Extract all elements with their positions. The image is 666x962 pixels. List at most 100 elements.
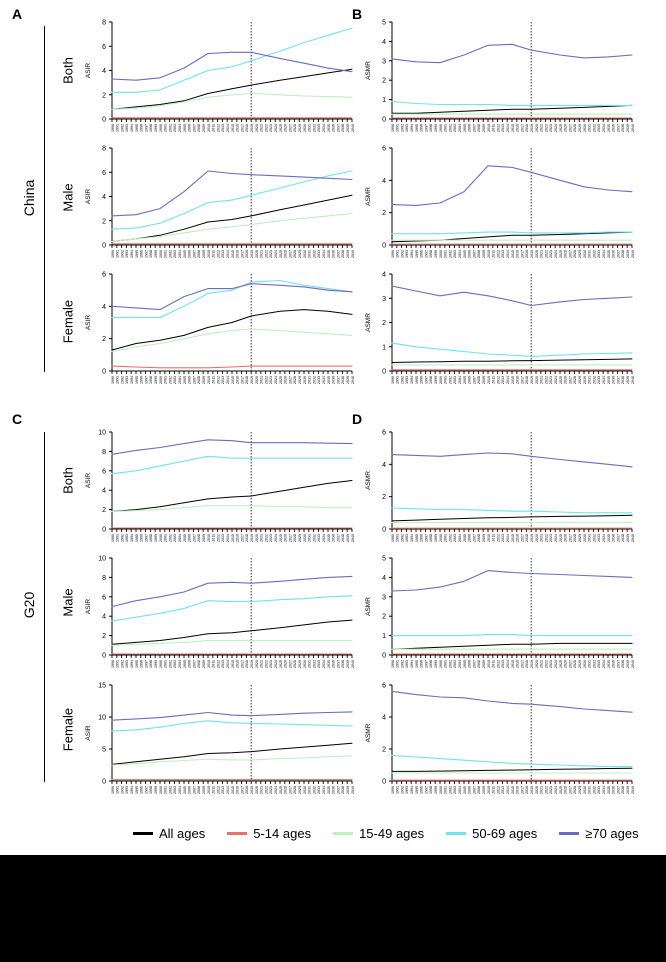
x-tick-label-d-g20-male: 2031 [588, 660, 592, 668]
x-tick-label-b-china-female: 2020 [535, 376, 539, 384]
x-tick-label-d-g20-male: 2026 [564, 660, 568, 668]
x-tick-label-b-china-both: 2021 [540, 124, 544, 132]
x-tick-label-b-china-male: 2008 [477, 250, 481, 258]
y-tick-label-a-china-both: 2 [102, 92, 106, 99]
x-tick-label-b-china-male: 2025 [559, 250, 563, 258]
series-line-all-ages-c-g20-male [111, 619, 353, 645]
x-tick-label-b-china-both: 2032 [592, 124, 596, 132]
y-tick-label-c-g20-male: 10 [98, 556, 106, 563]
y-tick-label-d-g20-male: 3 [382, 594, 386, 601]
x-tick-label-a-china-male: 1995 [135, 250, 139, 258]
x-tick-label-c-g20-female: 2000 [159, 786, 163, 794]
x-tick-label-d-g20-both: 2010 [487, 534, 491, 542]
x-tick-label-d-g20-both: 2000 [439, 534, 443, 542]
x-tick-label-a-china-female: 1994 [130, 376, 134, 384]
x-tick-label-a-china-female: 2031 [308, 376, 312, 384]
x-tick-label-d-g20-female: 2040 [631, 786, 635, 794]
x-tick-label-b-china-female: 2018 [525, 376, 529, 384]
x-tick-label-d-g20-both: 2035 [607, 534, 611, 542]
x-tick-label-a-china-male: 1994 [130, 250, 134, 258]
x-tick-label-c-g20-male: 1995 [135, 660, 139, 668]
x-tick-label-d-g20-both: 2016 [516, 534, 520, 542]
series-line-50-69-ages-d-g20-both [391, 507, 633, 514]
x-tick-label-b-china-both: 2006 [468, 124, 472, 132]
x-tick-label-a-china-both: 2010 [207, 124, 211, 132]
x-tick-label-c-g20-male: 2022 [264, 660, 268, 668]
y-tick-label-c-g20-female: 5 [102, 747, 106, 754]
x-tick-label-d-g20-female: 2039 [626, 786, 630, 794]
x-tick-label-a-china-male: 2016 [236, 250, 240, 258]
x-tick-label-a-china-both: 2023 [269, 124, 273, 132]
x-tick-label-d-g20-male: 2039 [626, 660, 630, 668]
x-tick-label-b-china-female: 1992 [400, 376, 404, 384]
x-tick-label-d-g20-female: 2019 [530, 786, 534, 794]
x-tick-label-d-g20-female: 2038 [621, 786, 625, 794]
x-tick-label-b-china-male: 2022 [544, 250, 548, 258]
x-tick-label-b-china-both: 2036 [612, 124, 616, 132]
x-tick-label-b-china-female: 2024 [554, 376, 558, 384]
x-tick-label-b-china-male: 1994 [410, 250, 414, 258]
x-tick-label-c-g20-both: 2017 [240, 534, 244, 542]
x-tick-label-a-china-male: 2031 [308, 250, 312, 258]
x-tick-label-a-china-both: 2030 [303, 124, 307, 132]
x-tick-label-c-g20-both: 2021 [260, 534, 264, 542]
y-tick-label-c-g20-female: 0 [102, 779, 106, 786]
x-tick-label-a-china-male: 2007 [192, 250, 196, 258]
x-tick-label-a-china-both: 1999 [154, 124, 158, 132]
x-tick-label-a-china-both: 2001 [164, 124, 168, 132]
y-axis-label-c-g20-both: ASIR [85, 473, 92, 488]
x-tick-label-d-g20-female: 2011 [492, 786, 496, 794]
x-tick-label-c-g20-male: 1990 [111, 660, 115, 668]
legend-swatch-5-14-ages [227, 831, 248, 835]
x-tick-label-a-china-male: 1999 [154, 250, 158, 258]
x-tick-label-d-g20-male: 2024 [554, 660, 558, 668]
x-tick-label-d-g20-female: 2006 [468, 786, 472, 794]
x-tick-label-d-g20-female: 2003 [453, 786, 457, 794]
x-tick-label-a-china-female: 2001 [164, 376, 168, 384]
y-axis-label-a-china-both: ASIR [85, 63, 92, 78]
y-tick-label-c-g20-female: 15 [98, 683, 106, 690]
x-tick-label-d-g20-female: 2021 [540, 786, 544, 794]
x-tick-label-a-china-female: 2017 [240, 376, 244, 384]
y-tick-label-d-g20-female: 0 [382, 779, 386, 786]
x-tick-label-c-g20-both: 1996 [140, 534, 144, 542]
x-tick-label-a-china-male: 2021 [260, 250, 264, 258]
x-tick-label-d-g20-male: 2038 [621, 660, 625, 668]
x-tick-label-b-china-male: 2028 [573, 250, 577, 258]
x-tick-label-d-g20-both: 2037 [616, 534, 620, 542]
x-tick-label-b-china-male: 2006 [468, 250, 472, 258]
x-tick-label-b-china-both: 2014 [506, 124, 510, 132]
x-tick-label-a-china-male: 1997 [144, 250, 148, 258]
y-tick-label-b-china-both: 1 [382, 97, 386, 104]
x-tick-label-a-china-female: 1997 [144, 376, 148, 384]
x-tick-label-a-china-male: 2002 [168, 250, 172, 258]
y-tick-label-b-china-both: 4 [382, 39, 386, 46]
x-tick-label-a-china-both: 2003 [173, 124, 177, 132]
x-tick-label-d-g20-both: 2013 [501, 534, 505, 542]
x-tick-label-d-g20-both: 2030 [583, 534, 587, 542]
x-tick-label-c-g20-male: 2010 [207, 660, 211, 668]
x-tick-label-c-g20-male: 2033 [317, 660, 321, 668]
x-tick-label-b-china-male: 2017 [520, 250, 524, 258]
x-tick-label-b-china-male: 1992 [400, 250, 404, 258]
series-line-50-69-ages-a-china-male [111, 170, 353, 230]
x-tick-label-d-g20-male: 2011 [492, 660, 496, 668]
x-tick-label-b-china-male: 2037 [616, 250, 620, 258]
x-tick-label-c-g20-male: 2002 [168, 660, 172, 668]
x-tick-label-d-g20-female: 1997 [424, 786, 428, 794]
x-tick-label-a-china-female: 2015 [231, 376, 235, 384]
x-tick-label-c-g20-both: 1990 [111, 534, 115, 542]
legend-item-15-49-ages: 15-49 ages [333, 826, 424, 841]
x-tick-label-c-g20-male: 2007 [192, 660, 196, 668]
x-tick-label-c-g20-female: 2012 [216, 786, 220, 794]
x-tick-label-a-china-female: 2022 [264, 376, 268, 384]
x-tick-label-d-g20-female: 1990 [391, 786, 395, 794]
chart-b-china-male: 0 2 4 6 ASMR 1990 1991 1992 1993 1994 1995 1996 1997… [365, 146, 635, 259]
x-tick-label-a-china-female: 2027 [288, 376, 292, 384]
x-tick-label-d-g20-female: 2036 [612, 786, 616, 794]
legend-label-15-49-ages: 15-49 ages [359, 825, 425, 841]
x-tick-label-a-china-both: 2006 [188, 124, 192, 132]
